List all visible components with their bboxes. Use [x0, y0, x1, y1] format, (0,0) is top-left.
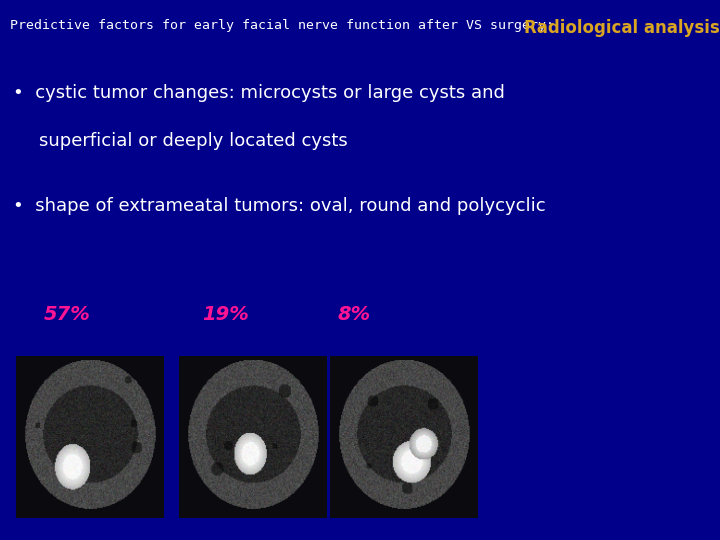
- Text: Radiological analysis: Radiological analysis: [524, 19, 720, 37]
- Text: 8%: 8%: [338, 305, 371, 324]
- Text: 19%: 19%: [202, 305, 249, 324]
- Text: Predictive factors for early facial nerve function after VS surgery:: Predictive factors for early facial nerv…: [10, 19, 562, 32]
- Text: superficial or deeply located cysts: superficial or deeply located cysts: [39, 132, 348, 150]
- Text: •  shape of extrameatal tumors: oval, round and polycyclic: • shape of extrameatal tumors: oval, rou…: [13, 197, 546, 215]
- Text: 57%: 57%: [44, 305, 91, 324]
- Text: •  cystic tumor changes: microcysts or large cysts and: • cystic tumor changes: microcysts or la…: [13, 84, 505, 102]
